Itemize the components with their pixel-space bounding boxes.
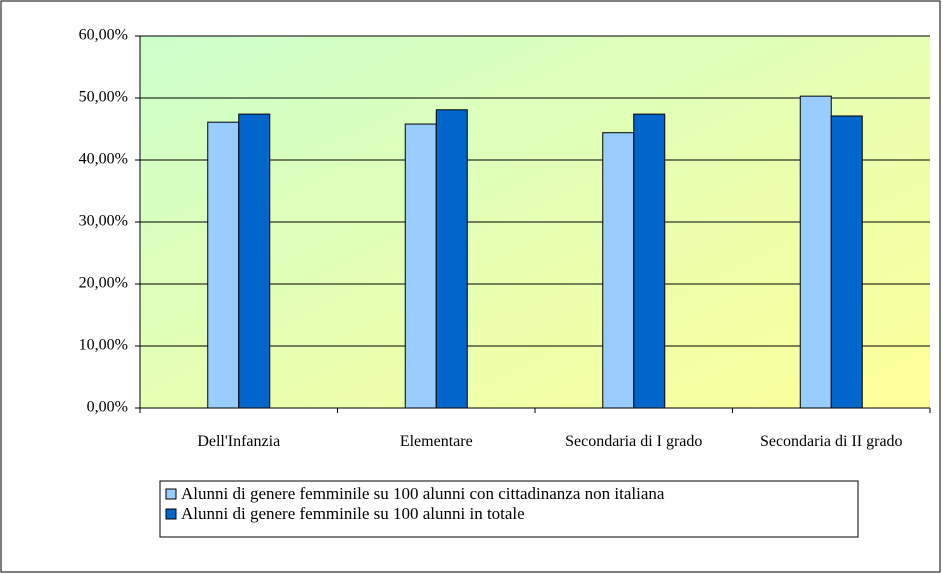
legend-label: Alunni di genere femminile su 100 alunni… [181, 484, 665, 503]
y-tick-label: 0,00% [87, 399, 128, 416]
x-tick-label: Dell'Infanzia [197, 433, 281, 450]
y-tick-label: 20,00% [79, 275, 128, 292]
x-tick-label: Secondaria di II grado [759, 433, 903, 450]
y-tick-label: 30,00% [79, 213, 128, 230]
bar [207, 121, 240, 409]
legend-label: Alunni di genere femminile su 100 alunni… [181, 504, 525, 523]
x-tick-label: Elementare [399, 433, 473, 450]
y-tick-label: 10,00% [79, 337, 128, 354]
bar [602, 132, 635, 409]
bar [435, 109, 468, 409]
bar [404, 123, 437, 409]
x-tick-label: Secondaria di I grado [565, 433, 703, 450]
y-tick-label: 40,00% [79, 151, 128, 168]
y-tick-label: 60,00% [79, 27, 128, 44]
legend-swatch [165, 508, 177, 520]
bar [238, 113, 271, 409]
y-tick-label: 50,00% [79, 89, 128, 106]
legend-swatch [165, 488, 177, 500]
bar [799, 95, 832, 409]
bar [830, 115, 863, 409]
bar [633, 113, 666, 409]
legend-box [159, 480, 859, 538]
